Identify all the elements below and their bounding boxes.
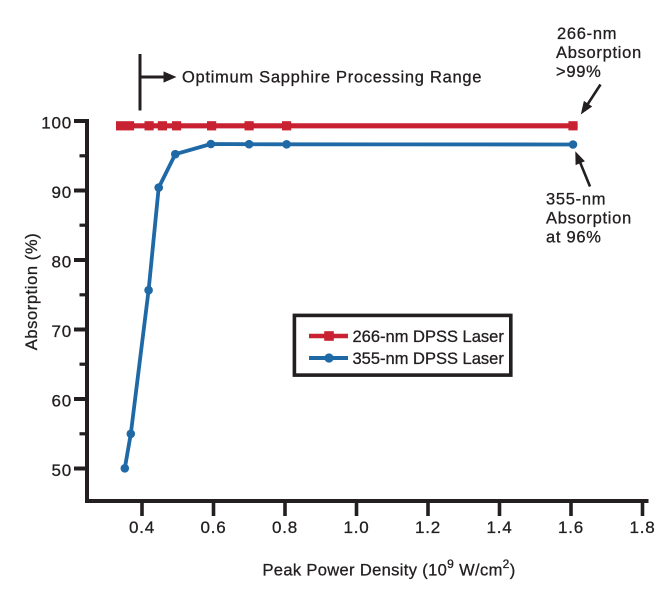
svg-text:355-nm: 355-nm (546, 191, 606, 209)
svg-text:50: 50 (51, 461, 72, 480)
svg-text:0.8: 0.8 (272, 518, 298, 537)
svg-text:100: 100 (41, 114, 72, 133)
svg-text:>99%: >99% (556, 63, 601, 81)
svg-text:60: 60 (51, 392, 72, 411)
svg-text:266-nm: 266-nm (557, 25, 617, 43)
svg-text:70: 70 (51, 322, 72, 341)
svg-text:0.4: 0.4 (129, 518, 155, 537)
svg-text:355-nm DPSS Laser: 355-nm DPSS Laser (353, 350, 505, 368)
svg-text:Absorption: Absorption (556, 44, 642, 62)
svg-text:Absorption: Absorption (546, 210, 632, 228)
svg-text:at 96%: at 96% (546, 229, 602, 247)
svg-text:1.4: 1.4 (486, 518, 512, 537)
svg-text:1.0: 1.0 (343, 518, 369, 537)
svg-text:Optimum Sapphire Processing Ra: Optimum Sapphire Processing Range (182, 69, 482, 87)
svg-text:1.8: 1.8 (629, 518, 655, 537)
svg-text:1.6: 1.6 (558, 518, 584, 537)
svg-text:0.6: 0.6 (200, 518, 226, 537)
svg-text:266-nm DPSS Laser: 266-nm DPSS Laser (353, 328, 505, 346)
svg-text:80: 80 (51, 253, 72, 272)
svg-text:90: 90 (51, 183, 72, 202)
svg-text:1.2: 1.2 (415, 518, 441, 537)
svg-text:Absorption (%): Absorption (%) (23, 233, 41, 351)
